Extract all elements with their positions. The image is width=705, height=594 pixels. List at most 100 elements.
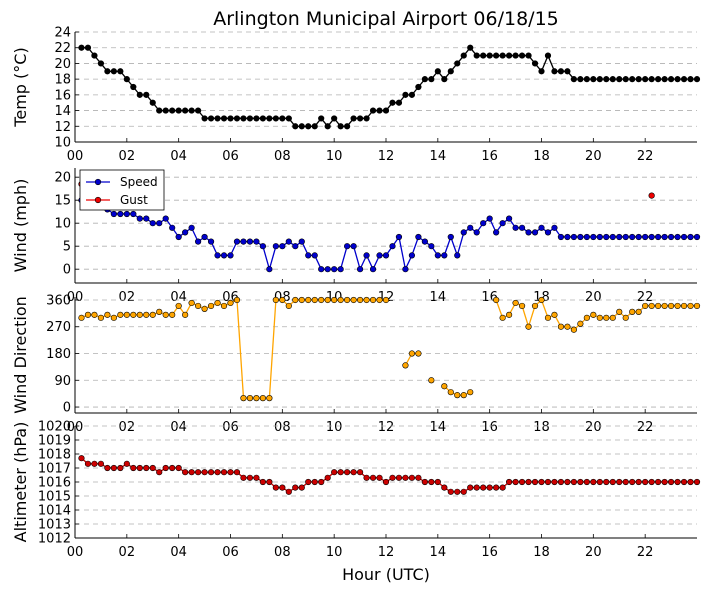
data-point [78,455,85,462]
data-point [557,478,565,486]
data-point [220,302,228,310]
data-point [149,464,156,472]
data-point [395,474,403,481]
data-point [395,99,403,106]
data-point [149,311,156,318]
data-point [104,464,111,472]
x-tick-label: 14 [430,149,447,164]
data-point [259,478,266,486]
data-point [246,115,254,122]
data-point [376,252,383,259]
data-point [143,464,150,472]
data-point [305,296,312,304]
data-point [512,52,519,59]
y-axis-label: Wind (mph) [11,179,30,273]
data-point [344,296,351,304]
data-point [680,478,688,486]
x-tick-label: 08 [274,545,291,560]
y-tick-label: 360 [46,293,71,308]
y-tick-label: 5 [63,240,71,255]
data-point [298,123,305,130]
data-point [460,52,467,59]
data-point [324,474,331,481]
data-point [253,115,260,122]
data-point [493,484,500,491]
data-point [408,350,416,357]
data-point [220,115,228,122]
data-point [169,311,176,318]
data-point [292,243,299,250]
data-point [350,296,357,304]
data-point [486,215,493,222]
data-point [233,238,241,245]
data-point [369,296,377,304]
data-point [110,68,117,75]
y-tick-label: 15 [54,194,71,209]
data-point [557,68,565,75]
data-point [687,233,694,241]
data-point [680,302,688,310]
x-tick-label: 18 [533,420,550,435]
data-point [622,233,629,241]
data-point [240,238,247,245]
data-point [402,474,409,481]
data-point [408,252,416,259]
data-point [525,323,532,330]
data-point [188,299,195,307]
data-point [324,296,331,304]
x-tick-label: 16 [481,545,498,560]
legend-box [79,169,165,211]
data-point [667,302,675,310]
data-point [356,115,364,122]
data-point [557,323,565,330]
data-point [415,350,422,357]
data-point [246,474,254,481]
legend-marker [94,196,102,204]
data-point [667,233,675,241]
data-point [421,478,428,486]
data-point [460,392,467,399]
data-point [467,224,474,231]
data-point [227,115,234,122]
data-point [389,243,396,250]
data-point [201,115,208,122]
data-point [305,478,312,486]
data-point [240,474,247,481]
x-tick-label: 04 [170,149,187,164]
data-point [473,484,480,491]
data-point [629,76,636,83]
data-point [428,243,435,250]
data-point [434,68,441,75]
x-tick-label: 12 [378,149,395,164]
data-point [91,460,98,467]
data-point [557,233,565,241]
data-point [486,484,493,491]
data-point [467,484,474,491]
data-point [661,233,668,241]
y-tick-label: 0 [63,263,71,278]
data-point [506,52,513,59]
x-tick-label: 22 [637,290,654,305]
data-point [583,76,590,83]
data-point [506,478,513,486]
data-point [635,478,642,486]
data-point [518,302,526,310]
y-tick-label: 1019 [38,434,71,449]
data-point [156,220,163,227]
data-point [318,478,325,486]
y-axis-label: Temp (°C) [11,47,30,127]
data-point [175,233,182,241]
data-point [169,464,176,472]
y-tick-label: 1012 [38,532,71,547]
data-point [667,76,675,83]
data-point [667,478,675,486]
data-point [609,314,616,321]
data-point [136,311,143,318]
data-point [337,266,344,273]
data-point [551,478,558,486]
data-point [583,314,590,321]
data-point [415,233,422,241]
data-point [240,395,247,402]
y-tick-label: 20 [54,57,71,72]
